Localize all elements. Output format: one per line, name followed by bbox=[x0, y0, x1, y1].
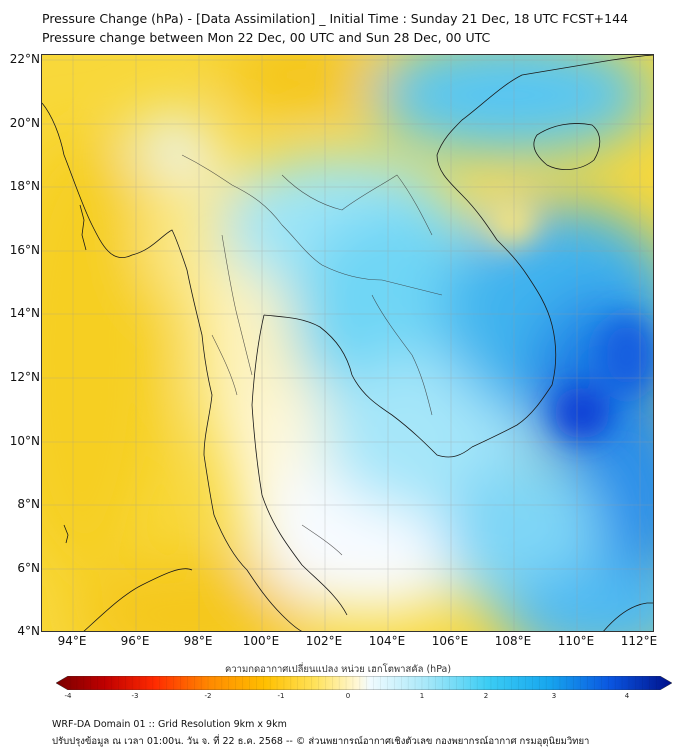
lon-label: 112°E bbox=[620, 634, 658, 648]
footer-domain-info: WRF-DA Domain 01 :: Grid Resolution 9km … bbox=[52, 719, 287, 730]
footer-update-credit: ปรับปรุงข้อมูล ณ เวลา 01:00น. วัน จ. ที่… bbox=[52, 736, 590, 747]
lat-label: 4°N bbox=[17, 624, 40, 638]
lat-label: 8°N bbox=[17, 497, 40, 511]
colorbar-tick: 2 bbox=[483, 692, 489, 700]
map-panel[interactable] bbox=[41, 54, 654, 632]
colorbar-tick: 4 bbox=[624, 692, 630, 700]
colorbar-caption: ความกดอากาศเปลี่ยนแปลง หน่วย เฮกโตพาสคัล… bbox=[224, 664, 452, 675]
lat-label: 6°N bbox=[17, 561, 40, 575]
lon-label: 100°E bbox=[242, 634, 280, 648]
colorbar-tick: -2 bbox=[204, 692, 212, 700]
lat-label: 12°N bbox=[9, 370, 40, 384]
lon-label: 96°E bbox=[120, 634, 150, 648]
lon-label: 98°E bbox=[183, 634, 213, 648]
borders bbox=[181, 154, 443, 556]
lon-label: 94°E bbox=[57, 634, 87, 648]
lat-label: 22°N bbox=[9, 52, 40, 66]
lon-label: 110°E bbox=[557, 634, 595, 648]
map-subtitle: Pressure change between Mon 22 Dec, 00 U… bbox=[42, 30, 491, 45]
graticule bbox=[42, 55, 653, 631]
colorbar-tick: -3 bbox=[131, 692, 139, 700]
colorbar-tick: -4 bbox=[64, 692, 72, 700]
lat-label: 14°N bbox=[9, 306, 40, 320]
lat-label: 10°N bbox=[9, 434, 40, 448]
lon-label: 104°E bbox=[368, 634, 406, 648]
colorbar-tick: -1 bbox=[277, 692, 285, 700]
colorbar-tick: 0 bbox=[345, 692, 351, 700]
lon-label: 102°E bbox=[305, 634, 343, 648]
lat-label: 16°N bbox=[9, 243, 40, 257]
lat-label: 20°N bbox=[9, 116, 40, 130]
coastlines bbox=[42, 55, 653, 631]
colorbar-tick: 3 bbox=[551, 692, 557, 700]
lon-label: 108°E bbox=[494, 634, 532, 648]
lat-label: 18°N bbox=[9, 179, 40, 193]
lon-label: 106°E bbox=[431, 634, 469, 648]
colorbar bbox=[56, 676, 672, 690]
colorbar-tick: 1 bbox=[419, 692, 425, 700]
pressure-change-map bbox=[42, 55, 653, 631]
map-title: Pressure Change (hPa) - [Data Assimilati… bbox=[42, 11, 629, 26]
